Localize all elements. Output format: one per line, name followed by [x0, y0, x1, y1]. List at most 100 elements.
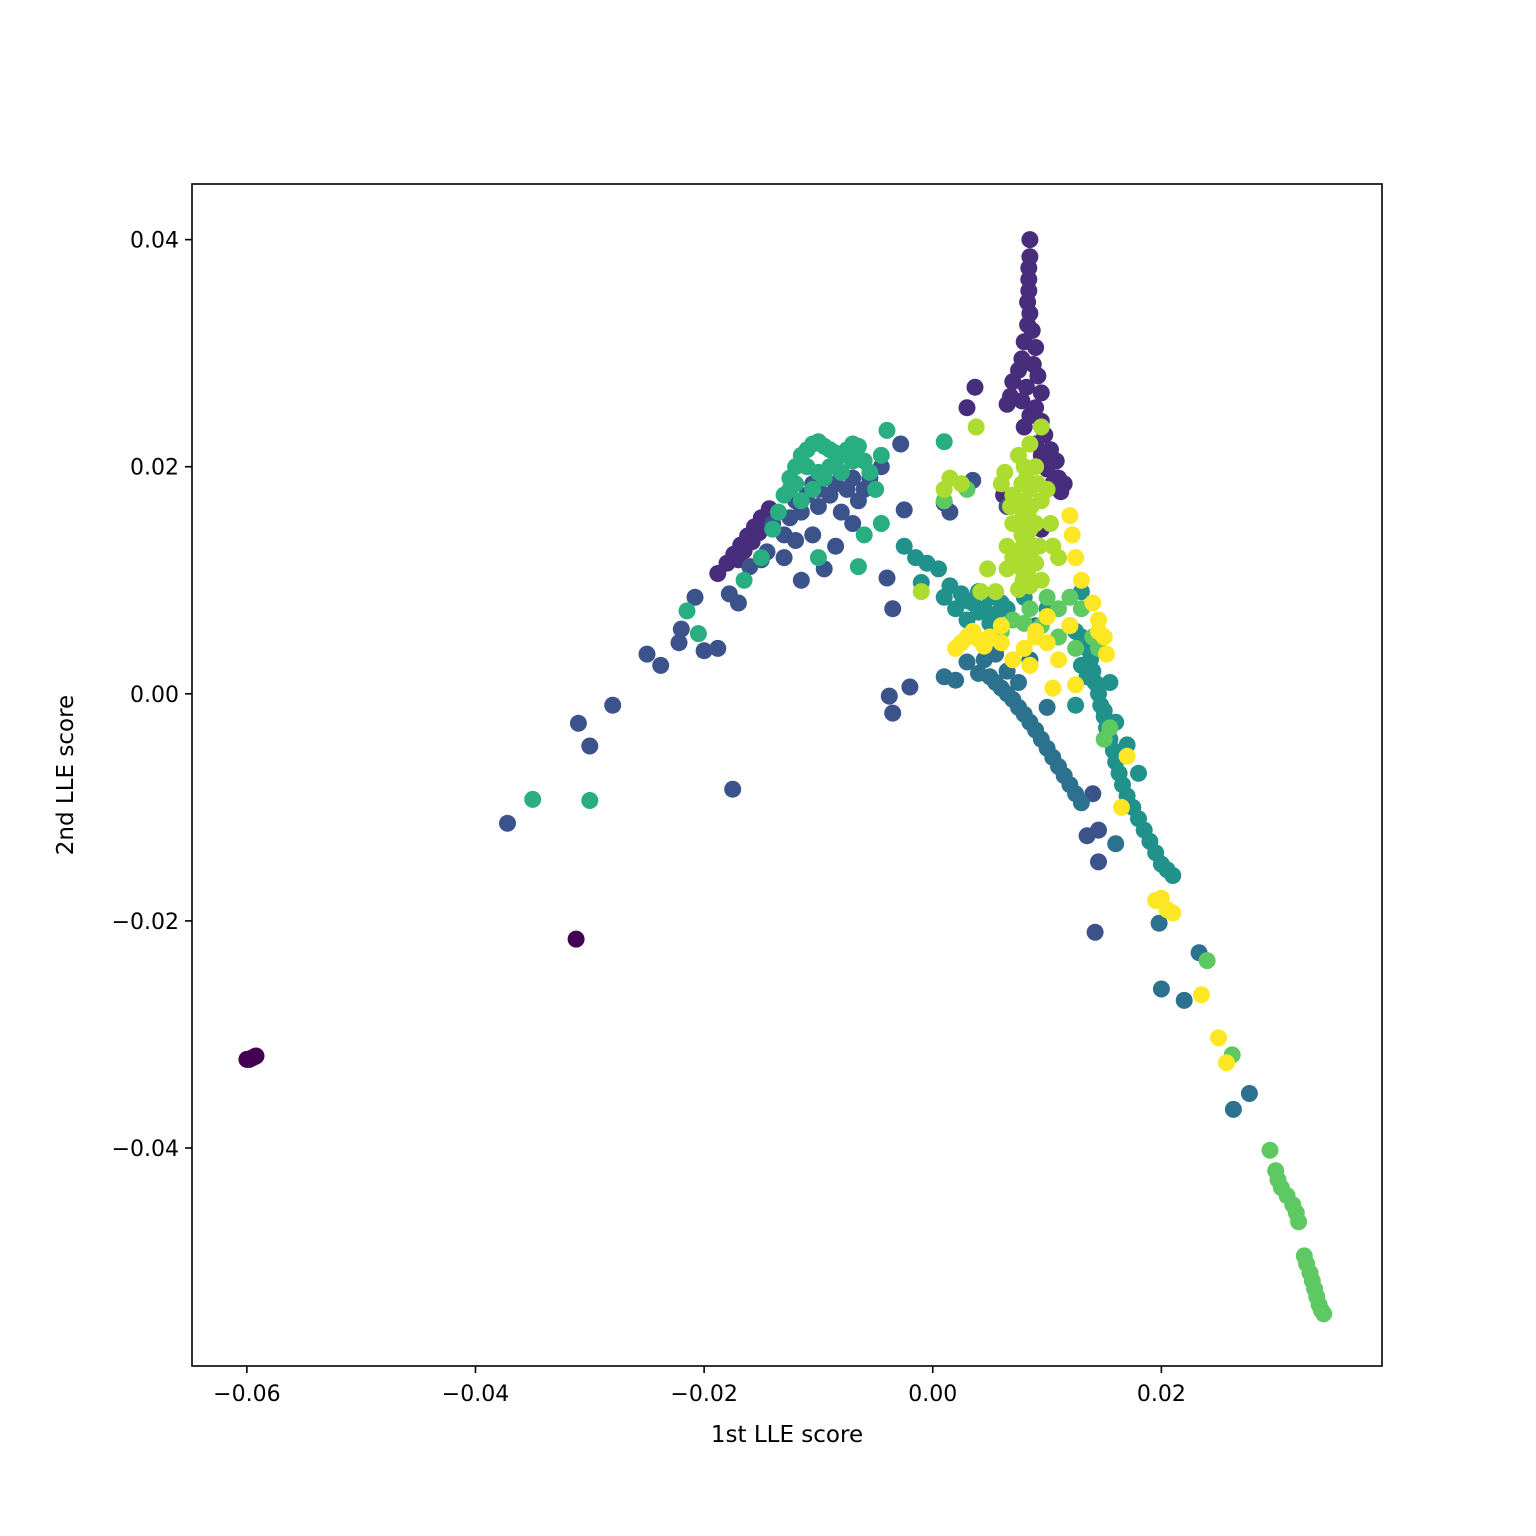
point-s5-28: [855, 526, 873, 544]
point-s3-32: [1224, 1100, 1242, 1118]
point-s2-8: [686, 588, 704, 606]
point-s5-1: [581, 792, 599, 809]
point-s8-36: [1027, 628, 1045, 646]
point-s5-24: [867, 480, 885, 498]
point-s7-38: [1050, 549, 1067, 567]
point-s8-9: [1050, 651, 1067, 669]
point-s2-58: [775, 549, 793, 567]
point-s5-4: [735, 571, 753, 589]
point-s3-34: [1150, 914, 1168, 932]
point-s1-24: [1015, 418, 1033, 436]
point-s7-21: [1010, 580, 1027, 598]
point-s3-24: [1010, 674, 1027, 691]
point-s2-2: [581, 737, 599, 755]
point-s8-33: [1210, 1029, 1227, 1047]
point-s8-27: [1112, 798, 1130, 816]
point-s2-10: [709, 639, 727, 657]
point-s0-4: [247, 1047, 265, 1065]
point-s3-20: [947, 671, 965, 689]
point-s1-15: [1004, 373, 1022, 391]
y-tick-label: 0.04: [130, 229, 179, 254]
point-s8-35: [1038, 608, 1056, 626]
point-s5-35: [844, 452, 862, 470]
point-s4-54: [970, 603, 987, 621]
point-s2-54: [1090, 853, 1107, 871]
point-s7-50: [912, 583, 930, 601]
point-s8-7: [1098, 645, 1115, 663]
point-s4-46: [907, 549, 925, 567]
point-s8-31: [1164, 904, 1182, 922]
point-s8-12: [1015, 639, 1033, 657]
point-s2-44: [880, 687, 898, 705]
point-s8-4: [1084, 594, 1102, 612]
point-s7-32: [1030, 537, 1048, 555]
point-s2-0: [499, 814, 516, 832]
point-s2-42: [895, 501, 913, 519]
point-s5-38: [781, 480, 799, 498]
point-s5-26: [878, 421, 896, 439]
point-s2-7: [672, 620, 690, 638]
x-tick-label: −0.02: [670, 1382, 737, 1407]
point-s1-0: [1021, 231, 1039, 249]
point-s1-34: [1055, 475, 1073, 493]
point-s5-23: [861, 463, 879, 481]
point-s7-47: [979, 560, 997, 578]
point-s4-32: [1067, 696, 1085, 714]
point-s8-22: [1004, 651, 1022, 669]
point-s5-41: [827, 458, 845, 476]
point-s7-31: [1027, 515, 1045, 532]
y-tick-label: −0.02: [112, 910, 179, 935]
point-s3-27: [1038, 698, 1056, 716]
y-tick-label: 0.02: [130, 456, 179, 481]
point-s4-25: [1101, 674, 1119, 691]
point-s2-4: [638, 645, 656, 663]
point-s5-2: [678, 602, 696, 620]
point-s5-21: [849, 437, 867, 455]
point-s7-46: [967, 418, 985, 436]
point-s3-29: [1152, 980, 1170, 998]
point-s1-37: [966, 378, 984, 396]
point-s8-32: [1192, 986, 1210, 1004]
x-axis: −0.06 −0.04 −0.02 0.00 0.02: [213, 1366, 1186, 1407]
point-s2-41: [892, 435, 910, 453]
y-tick-label: −0.04: [112, 1137, 179, 1162]
point-s5-39: [804, 480, 822, 498]
point-s1-10: [1027, 339, 1045, 356]
point-s5-0: [524, 790, 542, 808]
point-s8-0: [1061, 507, 1079, 525]
point-s7-33: [1027, 554, 1045, 572]
point-s6-7: [1290, 1213, 1308, 1231]
point-s7-48: [972, 583, 990, 601]
point-s8-3: [1072, 571, 1090, 589]
x-axis-label: 1st LLE score: [711, 1422, 863, 1448]
point-s7-24: [1004, 515, 1022, 532]
point-s2-46: [787, 532, 805, 549]
point-s4-47: [895, 537, 913, 555]
point-s8-1: [1063, 526, 1081, 544]
point-s6-31: [1101, 719, 1119, 737]
point-s8-20: [947, 639, 965, 657]
point-s4-31: [1130, 764, 1147, 782]
point-s5-7: [769, 503, 787, 521]
y-tick-label: 0.00: [130, 683, 179, 708]
point-s5-25: [872, 515, 890, 532]
x-tick-label: 0.02: [1137, 1382, 1186, 1407]
point-s5-40: [815, 469, 833, 487]
point-s8-24: [1044, 679, 1062, 697]
point-s8-8: [1067, 676, 1085, 694]
point-s3-28: [1107, 835, 1125, 853]
point-s5-42: [809, 549, 827, 567]
point-s7-34: [1032, 571, 1050, 589]
point-s3-33: [1240, 1085, 1258, 1102]
x-tick-label: −0.06: [213, 1382, 280, 1407]
point-s1-17: [1032, 384, 1050, 402]
point-s6-22: [1067, 639, 1085, 657]
data-points: [238, 231, 1333, 1323]
point-s2-57: [1090, 821, 1107, 839]
point-s2-39: [878, 569, 896, 587]
point-s7-28: [1027, 458, 1045, 476]
point-s8-23: [1021, 656, 1039, 674]
point-s7-42: [992, 475, 1010, 493]
y-axis-label: 2nd LLE score: [53, 695, 79, 855]
